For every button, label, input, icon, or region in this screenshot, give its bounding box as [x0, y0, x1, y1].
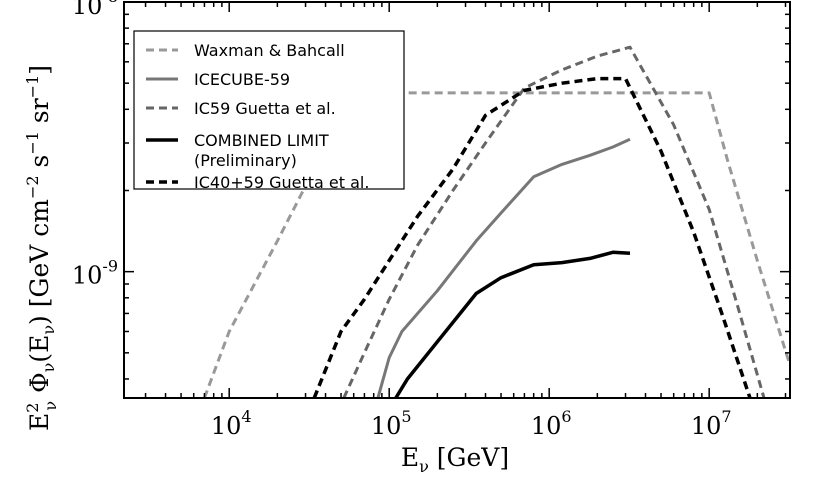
y-tick-exponent: -8 [102, 0, 118, 6]
legend-label-4: IC40+59 Guetta et al. [194, 173, 369, 192]
x-tick-exponent: 7 [721, 407, 731, 426]
x-tick-label: 106 [531, 407, 572, 440]
plot-frame [123, 1, 791, 399]
legend-box [133, 30, 405, 190]
series-line-4 [312, 76, 752, 398]
y-axis-label: E2ν Φν(Eν) [GeV cm−2 s−1 sr−1] [23, 65, 60, 431]
x-tick-base: 10 [371, 412, 402, 440]
legend-label-3: COMBINED LIMIT [194, 131, 329, 150]
x-tick-base: 10 [531, 412, 562, 440]
y-tick-label: 10-8 [72, 0, 118, 20]
series-line-3 [394, 250, 631, 398]
y-tick-base: 10 [72, 0, 103, 20]
y-tick-base: 10 [72, 262, 103, 290]
x-tick-label: 107 [691, 407, 732, 440]
x-axis-label: Eν [GeV] [401, 443, 509, 476]
series-line-2 [342, 45, 766, 398]
svg-text:E2ν Φν(Eν) [GeV cm−2 s−1 sr−1: E2ν Φν(Eν) [GeV cm−2 s−1 sr−1] [23, 65, 60, 431]
y-tick-label: 10-9 [72, 257, 118, 290]
legend-label-2: IC59 Guetta et al. [194, 99, 336, 118]
legend-label-3-line2: (Preliminary) [194, 151, 297, 170]
x-tick-label: 104 [211, 407, 252, 440]
x-tick-exponent: 5 [401, 407, 411, 426]
x-tick-label: 105 [371, 407, 412, 440]
series-line-1 [376, 137, 631, 398]
x-tick-exponent: 4 [241, 407, 251, 426]
y-tick-exponent: -9 [102, 257, 118, 276]
x-tick-exponent: 6 [561, 407, 571, 426]
x-tick-base: 10 [691, 412, 722, 440]
legend-label-1: ICECUBE-59 [194, 70, 290, 89]
x-tick-base: 10 [211, 412, 242, 440]
legend: Waxman & Bahcall ICECUBE-59 IC59 Guetta et… [133, 30, 405, 192]
legend-label-0: Waxman & Bahcall [194, 41, 345, 60]
